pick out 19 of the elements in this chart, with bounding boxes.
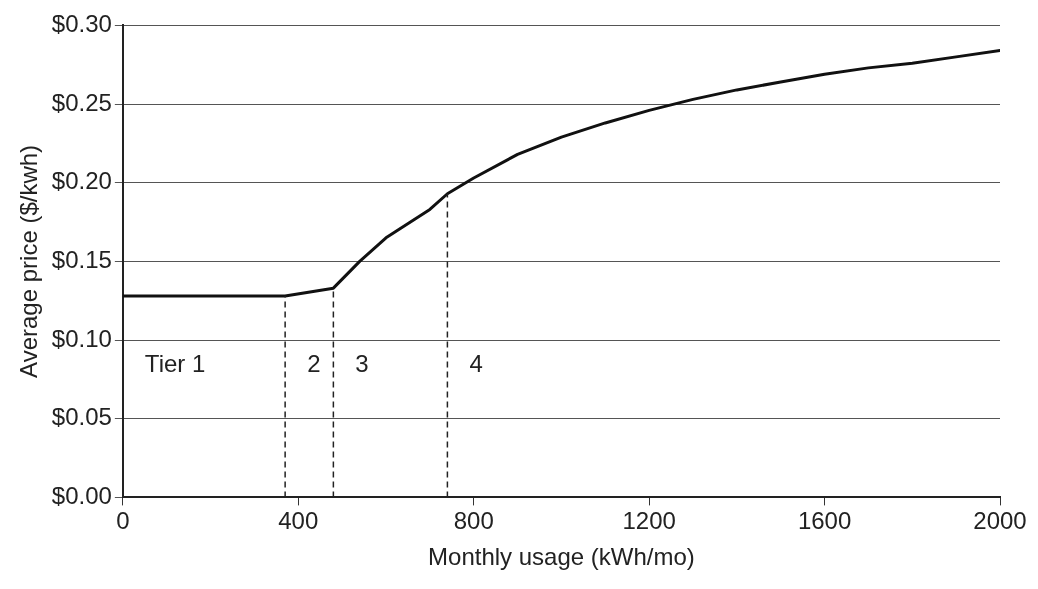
- x-tick-label: 2000: [973, 507, 1027, 535]
- x-tick-label: 800: [453, 507, 494, 535]
- x-tick-label: 1200: [622, 507, 676, 535]
- y-tick-label: $0.05: [51, 403, 112, 431]
- y-tick-label: $0.15: [51, 246, 112, 274]
- y-axis-title: Average price ($/kwh): [15, 144, 43, 378]
- x-tick-label: 400: [278, 507, 319, 535]
- y-tick-label: $0.30: [51, 10, 112, 38]
- x-tick-label: 1600: [797, 507, 852, 535]
- y-tick-label: $0.25: [51, 88, 112, 116]
- y-tick-label: $0.10: [51, 324, 112, 352]
- x-axis-title: Monthly usage (kWh/mo): [428, 543, 695, 571]
- annotation: 2: [307, 349, 321, 377]
- annotation: Tier 1: [144, 349, 206, 377]
- x-tick-label: 0: [116, 507, 130, 535]
- annotation: 3: [355, 349, 369, 377]
- y-tick-label: $0.00: [51, 482, 112, 510]
- y-tick-label: $0.20: [51, 167, 112, 195]
- annotation: 4: [469, 349, 483, 377]
